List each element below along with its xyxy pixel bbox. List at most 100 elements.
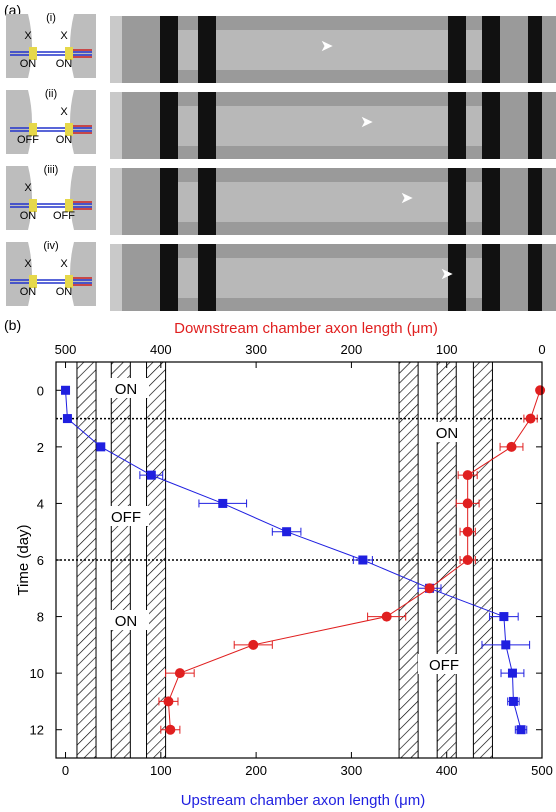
data-point-square: [282, 527, 292, 537]
data-point-circle: [174, 668, 185, 679]
micrograph-barrier: [482, 16, 500, 83]
data-point-square: [499, 612, 509, 622]
micrograph-barrier: [160, 92, 178, 159]
data-point-circle: [248, 639, 259, 650]
x-tick-label: 100: [150, 763, 172, 778]
data-point-square: [218, 498, 228, 508]
micrograph-barrier: [482, 92, 500, 159]
data-point-circle: [424, 583, 435, 594]
left-mark: X: [24, 258, 32, 270]
micrograph-channel: [160, 30, 496, 70]
schematic-drawing: [6, 242, 96, 306]
micrograph-barrier: [160, 16, 178, 83]
micrograph-barrier: [198, 92, 216, 159]
micrograph-barrier: [482, 244, 500, 311]
x2-tick-label: 200: [341, 342, 363, 357]
y-axis-label: Time (day): [15, 524, 32, 595]
bottom-axis-label: Upstream chamber axon length (μm): [181, 792, 426, 809]
micrograph-edge: [110, 16, 122, 83]
micrograph-barrier: [160, 244, 178, 311]
x2-tick-label: 300: [245, 342, 267, 357]
x-tick-label: 0: [62, 763, 69, 778]
data-point-square: [96, 442, 106, 452]
data-point-square: [508, 696, 518, 706]
arrowhead-icon: ➤: [440, 266, 454, 283]
region-bg-left-top: [103, 378, 149, 398]
arrowhead-icon: ➤: [360, 114, 374, 131]
schematic-drawing: [6, 166, 96, 230]
region-label-right-top: ON: [436, 425, 459, 442]
micrograph-barrier: [528, 244, 542, 311]
left-state: ON: [19, 210, 37, 222]
data-point-circle: [165, 724, 176, 735]
x2-tick-label: 400: [150, 342, 172, 357]
micrograph-barrier: [528, 16, 542, 83]
region-label-right-bottom: OFF: [429, 657, 459, 674]
right-mark: X: [60, 106, 68, 118]
data-point-circle: [163, 696, 174, 707]
region-bg-right-bottom: [418, 654, 470, 674]
micrograph-barrier: [528, 168, 542, 235]
data-point-square: [61, 385, 71, 395]
region-bg-right-top: [424, 422, 470, 442]
schematic-numeral: (iv): [43, 240, 59, 252]
x2-tick-label: 100: [436, 342, 458, 357]
x-tick-label: 400: [436, 763, 458, 778]
data-point-circle: [462, 526, 473, 537]
left-state: ON: [19, 58, 37, 70]
data-point-circle: [462, 470, 473, 481]
y-tick-label: 8: [37, 610, 44, 625]
data-point-circle: [506, 441, 517, 452]
micrograph-barrier: [528, 92, 542, 159]
region-bg-left-bottom: [103, 610, 149, 630]
top-axis-label: Downstream chamber axon length (μm): [174, 320, 438, 337]
x-tick-label: 300: [341, 763, 363, 778]
x-tick-label: 500: [531, 763, 553, 778]
arrowhead-icon: ➤: [320, 38, 334, 55]
micrograph-barrier: [198, 16, 216, 83]
data-point-square: [516, 725, 526, 735]
y-tick-label: 0: [37, 383, 44, 398]
data-point-square: [501, 640, 511, 650]
series-group: [61, 385, 546, 735]
right-mark: X: [60, 30, 68, 42]
y-tick-label: 12: [30, 723, 44, 738]
micrograph-channel: [160, 106, 496, 146]
schematic-2: [6, 90, 96, 154]
left-state: OFF: [17, 134, 39, 146]
right-mark: X: [60, 258, 68, 270]
micrograph-barrier: [448, 168, 466, 235]
data-point-circle: [462, 498, 473, 509]
right-state: ON: [55, 286, 73, 298]
panel-b-label: (b): [4, 317, 22, 333]
micrograph-edge: [110, 168, 122, 235]
left-mark: X: [24, 30, 32, 42]
micrograph-channel: [160, 182, 496, 222]
x-tick-label: 200: [245, 763, 267, 778]
micrograph-3: ➤: [110, 168, 556, 235]
micrograph-barrier: [448, 92, 466, 159]
micrograph-edge: [110, 92, 122, 159]
data-point-circle: [462, 555, 473, 565]
schematic-numeral: (iii): [43, 164, 59, 176]
x2-tick-label: 0: [538, 342, 545, 357]
micrograph-barrier: [198, 168, 216, 235]
left-state: ON: [19, 286, 37, 298]
region-label-left-middle: OFF: [111, 509, 141, 526]
data-point-square: [507, 668, 517, 678]
data-point-square: [146, 470, 156, 480]
arrowhead-icon: ➤: [400, 190, 414, 207]
schematic-drawing: [6, 90, 96, 154]
schematic-numeral: (ii): [44, 88, 58, 100]
micrograph-barrier: [198, 244, 216, 311]
micrograph-channel: [160, 258, 496, 298]
schematic-1: [6, 14, 96, 78]
region-bg-left-middle: [103, 506, 149, 526]
region-label-left-top: ON: [115, 381, 138, 398]
right-state: ON: [55, 58, 73, 70]
data-point-circle: [525, 413, 536, 424]
x2-tick-label: 500: [55, 342, 77, 357]
schematic-drawing: [6, 14, 96, 78]
